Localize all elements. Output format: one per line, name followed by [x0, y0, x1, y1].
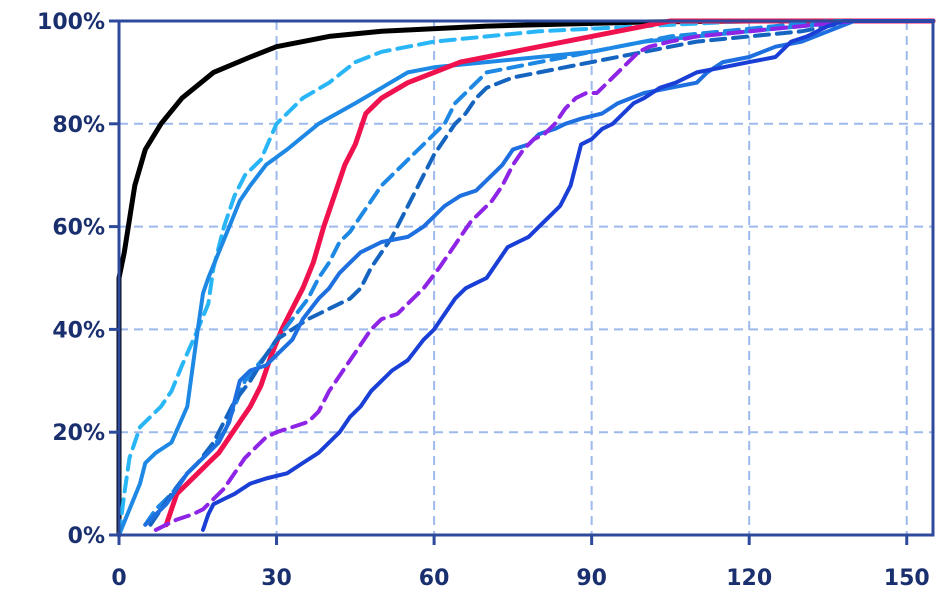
- series-line-1: [116, 18, 936, 538]
- plot-frame: [117, 19, 935, 537]
- series-line-2: [117, 19, 935, 537]
- y-tick-label: 80%: [52, 113, 105, 138]
- x-tick-label: 120: [726, 566, 772, 591]
- axis-layer: [109, 19, 935, 545]
- series-line-6: [148, 19, 935, 527]
- x-tick-label: 0: [111, 566, 126, 591]
- y-tick-label: 60%: [52, 216, 105, 241]
- y-tick-label: 40%: [52, 318, 105, 343]
- grid-layer: [119, 20, 933, 535]
- series-line-7: [143, 19, 935, 527]
- series-line-4: [163, 18, 936, 528]
- label-layer: 0% 20% 40% 60% 80% 100% 0 30 60 90 120 150: [37, 10, 930, 591]
- x-tick-label: 90: [576, 566, 607, 591]
- series-layer: [116, 18, 936, 538]
- y-tick-label: 100%: [37, 10, 105, 35]
- x-tick-label: 150: [884, 566, 930, 591]
- x-tick-label: 30: [261, 566, 292, 591]
- x-tick-label: 60: [419, 566, 450, 591]
- series-line-8: [153, 19, 935, 532]
- series-line-5: [143, 19, 935, 527]
- y-tick-label: 20%: [52, 421, 105, 446]
- y-tick-label: 0%: [68, 524, 105, 549]
- series-line-3: [117, 19, 935, 537]
- series-line-9: [201, 19, 935, 532]
